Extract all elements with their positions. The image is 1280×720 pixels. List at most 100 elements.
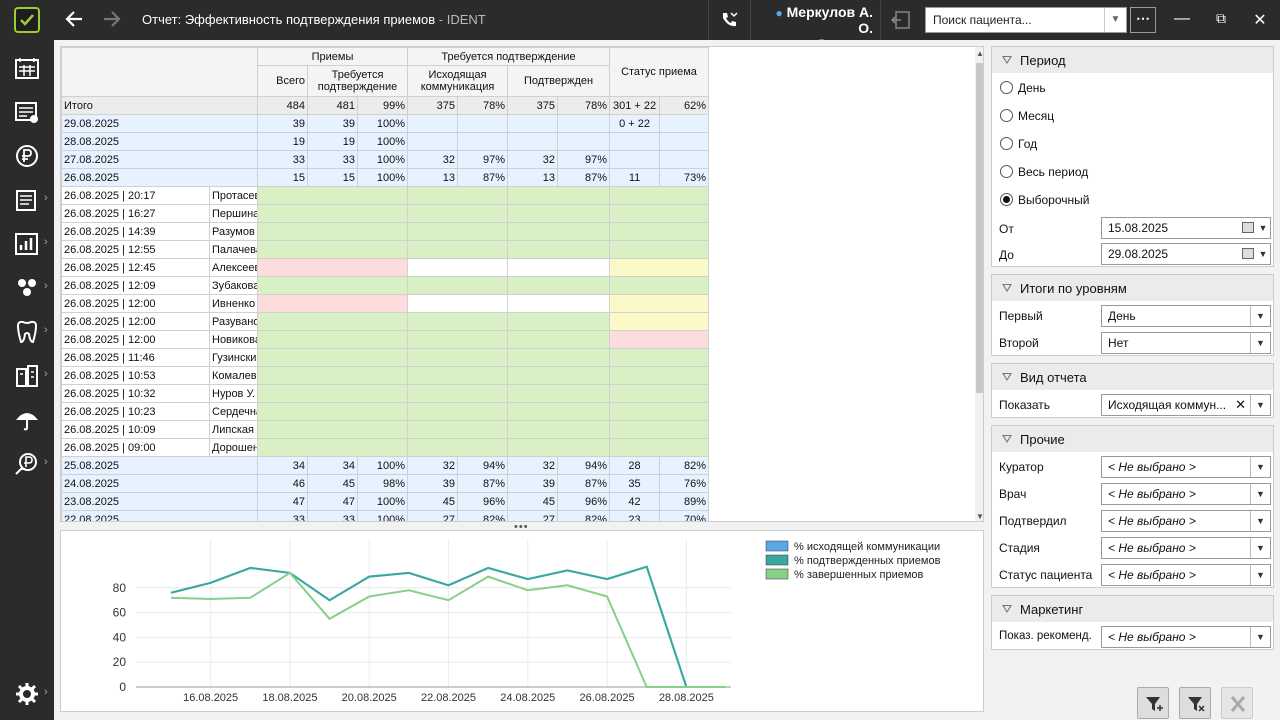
restore-icon[interactable]: ⧉ bbox=[1216, 10, 1226, 26]
scroll-thumb[interactable] bbox=[976, 63, 983, 393]
day-row[interactable]: 23.08.2025 47 47 100% 45 96% 45 96% 42 89% bbox=[61, 492, 709, 511]
chevron-down-icon[interactable]: ▼ bbox=[1256, 244, 1270, 264]
total-row[interactable]: Итого 484 481 99% 375 78% 375 78% 301 + 22 62% bbox=[61, 96, 709, 115]
day-row[interactable]: 27.08.2025 33 33 100% 32 97% 32 97% bbox=[61, 150, 709, 169]
to-date-field[interactable]: 29.08.2025 ▼ bbox=[1101, 243, 1271, 265]
table-cell: 35 bbox=[609, 474, 661, 493]
patient-search-input[interactable]: Поиск пациента... ▼ bbox=[925, 7, 1127, 33]
patient-row[interactable]: 26.08.2025 | 12:00Разуванова Т. bbox=[61, 312, 709, 331]
minimize-icon[interactable]: — bbox=[1174, 10, 1190, 27]
view-group-header[interactable]: Вид отчета bbox=[992, 364, 1273, 390]
levels-group-header[interactable]: Итоги по уровням bbox=[992, 275, 1273, 301]
chevron-down-icon[interactable]: ▼ bbox=[1104, 8, 1126, 32]
app-logo-icon[interactable] bbox=[14, 7, 40, 33]
period-group: Период День Месяц Год Весь период Выборочный… bbox=[991, 46, 1274, 267]
marketing-group-header[interactable]: Маркетинг bbox=[992, 596, 1273, 622]
patient-row[interactable]: 26.08.2025 | 09:00Дорошенко Е. bbox=[61, 438, 709, 457]
day-row[interactable]: 22.08.2025 33 33 100% 27 82% 27 82% 23 70% bbox=[61, 510, 709, 521]
chevron-down-icon[interactable]: ▼ bbox=[1250, 511, 1270, 531]
period-radio-2[interactable]: Год bbox=[1000, 137, 1037, 151]
forward-arrow-icon[interactable] bbox=[102, 9, 122, 33]
chevron-down-icon[interactable]: ▼ bbox=[1250, 565, 1270, 585]
sidebar-item-settings[interactable]: › bbox=[0, 672, 54, 716]
patient-row[interactable]: 26.08.2025 | 10:23Сердечная Л. Ю. bbox=[61, 402, 709, 421]
table-cell: Гузинский М. bbox=[209, 348, 258, 367]
table-cell bbox=[609, 330, 709, 349]
recommendation-select[interactable]: < Не выбрано > ▼ bbox=[1101, 626, 1271, 648]
other-filter-select[interactable]: < Не выбрано > ▼ bbox=[1101, 537, 1271, 559]
patient-row[interactable]: 26.08.2025 | 12:45Алексеева Н. К. bbox=[61, 258, 709, 277]
other-filter-select[interactable]: < Не выбрано > ▼ bbox=[1101, 456, 1271, 478]
period-radio-1[interactable]: Месяц bbox=[1000, 109, 1054, 123]
sidebar-item-dental[interactable]: › bbox=[0, 310, 54, 354]
other-group-header[interactable]: Прочие bbox=[992, 426, 1273, 452]
clear-filter-button[interactable] bbox=[1179, 687, 1211, 719]
table-cell: 78% bbox=[557, 96, 611, 115]
chevron-down-icon[interactable]: ▼ bbox=[1250, 457, 1270, 477]
phone-icon[interactable] bbox=[719, 10, 739, 33]
clear-icon[interactable]: ✕ bbox=[1235, 397, 1246, 412]
chevron-down-icon[interactable]: ▼ bbox=[1250, 538, 1270, 558]
calendar-icon[interactable] bbox=[1242, 248, 1254, 259]
chevron-down-icon[interactable]: ▼ bbox=[1250, 627, 1270, 647]
chevron-down-icon[interactable]: ▼ bbox=[1250, 306, 1270, 326]
calendar-icon[interactable] bbox=[1242, 222, 1254, 233]
vertical-scrollbar[interactable]: ▲ ▼ bbox=[975, 47, 984, 521]
sidebar-item-warehouse[interactable]: › bbox=[0, 354, 54, 398]
chevron-down-icon[interactable]: ▼ bbox=[1250, 395, 1270, 415]
scroll-down-icon[interactable]: ▼ bbox=[976, 512, 984, 521]
report-table: Приемы Требуется подтверждение Статус прие… bbox=[61, 47, 709, 521]
table-cell bbox=[609, 438, 709, 457]
second-level-select[interactable]: Нет ▼ bbox=[1101, 332, 1271, 354]
sidebar-item-reports[interactable]: › bbox=[0, 222, 54, 266]
sidebar-item-schedule[interactable] bbox=[0, 90, 54, 134]
period-group-header[interactable]: Период bbox=[992, 47, 1273, 73]
other-filter-select[interactable]: < Не выбрано > ▼ bbox=[1101, 564, 1271, 586]
period-radio-0[interactable]: День bbox=[1000, 81, 1046, 95]
other-filter-select[interactable]: < Не выбрано > ▼ bbox=[1101, 483, 1271, 505]
day-row[interactable]: 24.08.2025 46 45 98% 39 87% 39 87% 35 76% bbox=[61, 474, 709, 493]
table-cell: 62% bbox=[659, 96, 709, 115]
table-cell: Нуров У. С. bbox=[209, 384, 258, 403]
chevron-down-icon[interactable]: ▼ bbox=[1250, 333, 1270, 353]
sidebar-item-payments[interactable]: › bbox=[0, 442, 54, 486]
sidebar-item-documents[interactable]: › bbox=[0, 178, 54, 222]
more-options-button[interactable]: ⋯ bbox=[1130, 7, 1156, 33]
day-row[interactable]: 26.08.2025 15 15 100% 13 87% 13 87% 11 73% bbox=[61, 168, 709, 187]
period-radio-4[interactable]: Выборочный bbox=[1000, 193, 1089, 207]
apply-filter-button[interactable] bbox=[1137, 687, 1169, 719]
sidebar-item-finance[interactable] bbox=[0, 134, 54, 178]
excel-export-button[interactable] bbox=[1221, 687, 1253, 719]
day-row[interactable]: 25.08.2025 34 34 100% 32 94% 32 94% 28 82% bbox=[61, 456, 709, 475]
back-arrow-icon[interactable] bbox=[64, 9, 84, 33]
day-row[interactable]: 29.08.2025 39 39 100% 0 + 22 bbox=[61, 114, 709, 133]
table-cell bbox=[457, 132, 509, 151]
sidebar-item-patients[interactable]: › bbox=[0, 266, 54, 310]
patient-row[interactable]: 26.08.2025 | 20:17Протасевич О. А. bbox=[61, 186, 709, 205]
sidebar-item-insurance[interactable] bbox=[0, 398, 54, 442]
sidebar-item-dashboard[interactable] bbox=[0, 46, 54, 90]
close-icon[interactable]: ✕ bbox=[1253, 12, 1267, 29]
from-date-field[interactable]: 15.08.2025 ▼ bbox=[1101, 217, 1271, 239]
patient-row[interactable]: 26.08.2025 | 11:46Гузинский М. bbox=[61, 348, 709, 367]
scroll-up-icon[interactable]: ▲ bbox=[976, 49, 984, 58]
chevron-down-icon[interactable]: ▼ bbox=[1250, 484, 1270, 504]
show-select[interactable]: Исходящая коммун... ✕ ▼ bbox=[1101, 394, 1271, 416]
chevron-down-icon[interactable]: ▼ bbox=[1256, 218, 1270, 238]
other-filter-select[interactable]: < Не выбрано > ▼ bbox=[1101, 510, 1271, 532]
day-row[interactable]: 28.08.2025 19 19 100% bbox=[61, 132, 709, 151]
table-cell bbox=[407, 348, 509, 367]
first-level-select[interactable]: День ▼ bbox=[1101, 305, 1271, 327]
table-cell: 481 bbox=[307, 96, 358, 115]
exit-icon[interactable] bbox=[890, 9, 912, 34]
period-radio-3[interactable]: Весь период bbox=[1000, 165, 1088, 179]
